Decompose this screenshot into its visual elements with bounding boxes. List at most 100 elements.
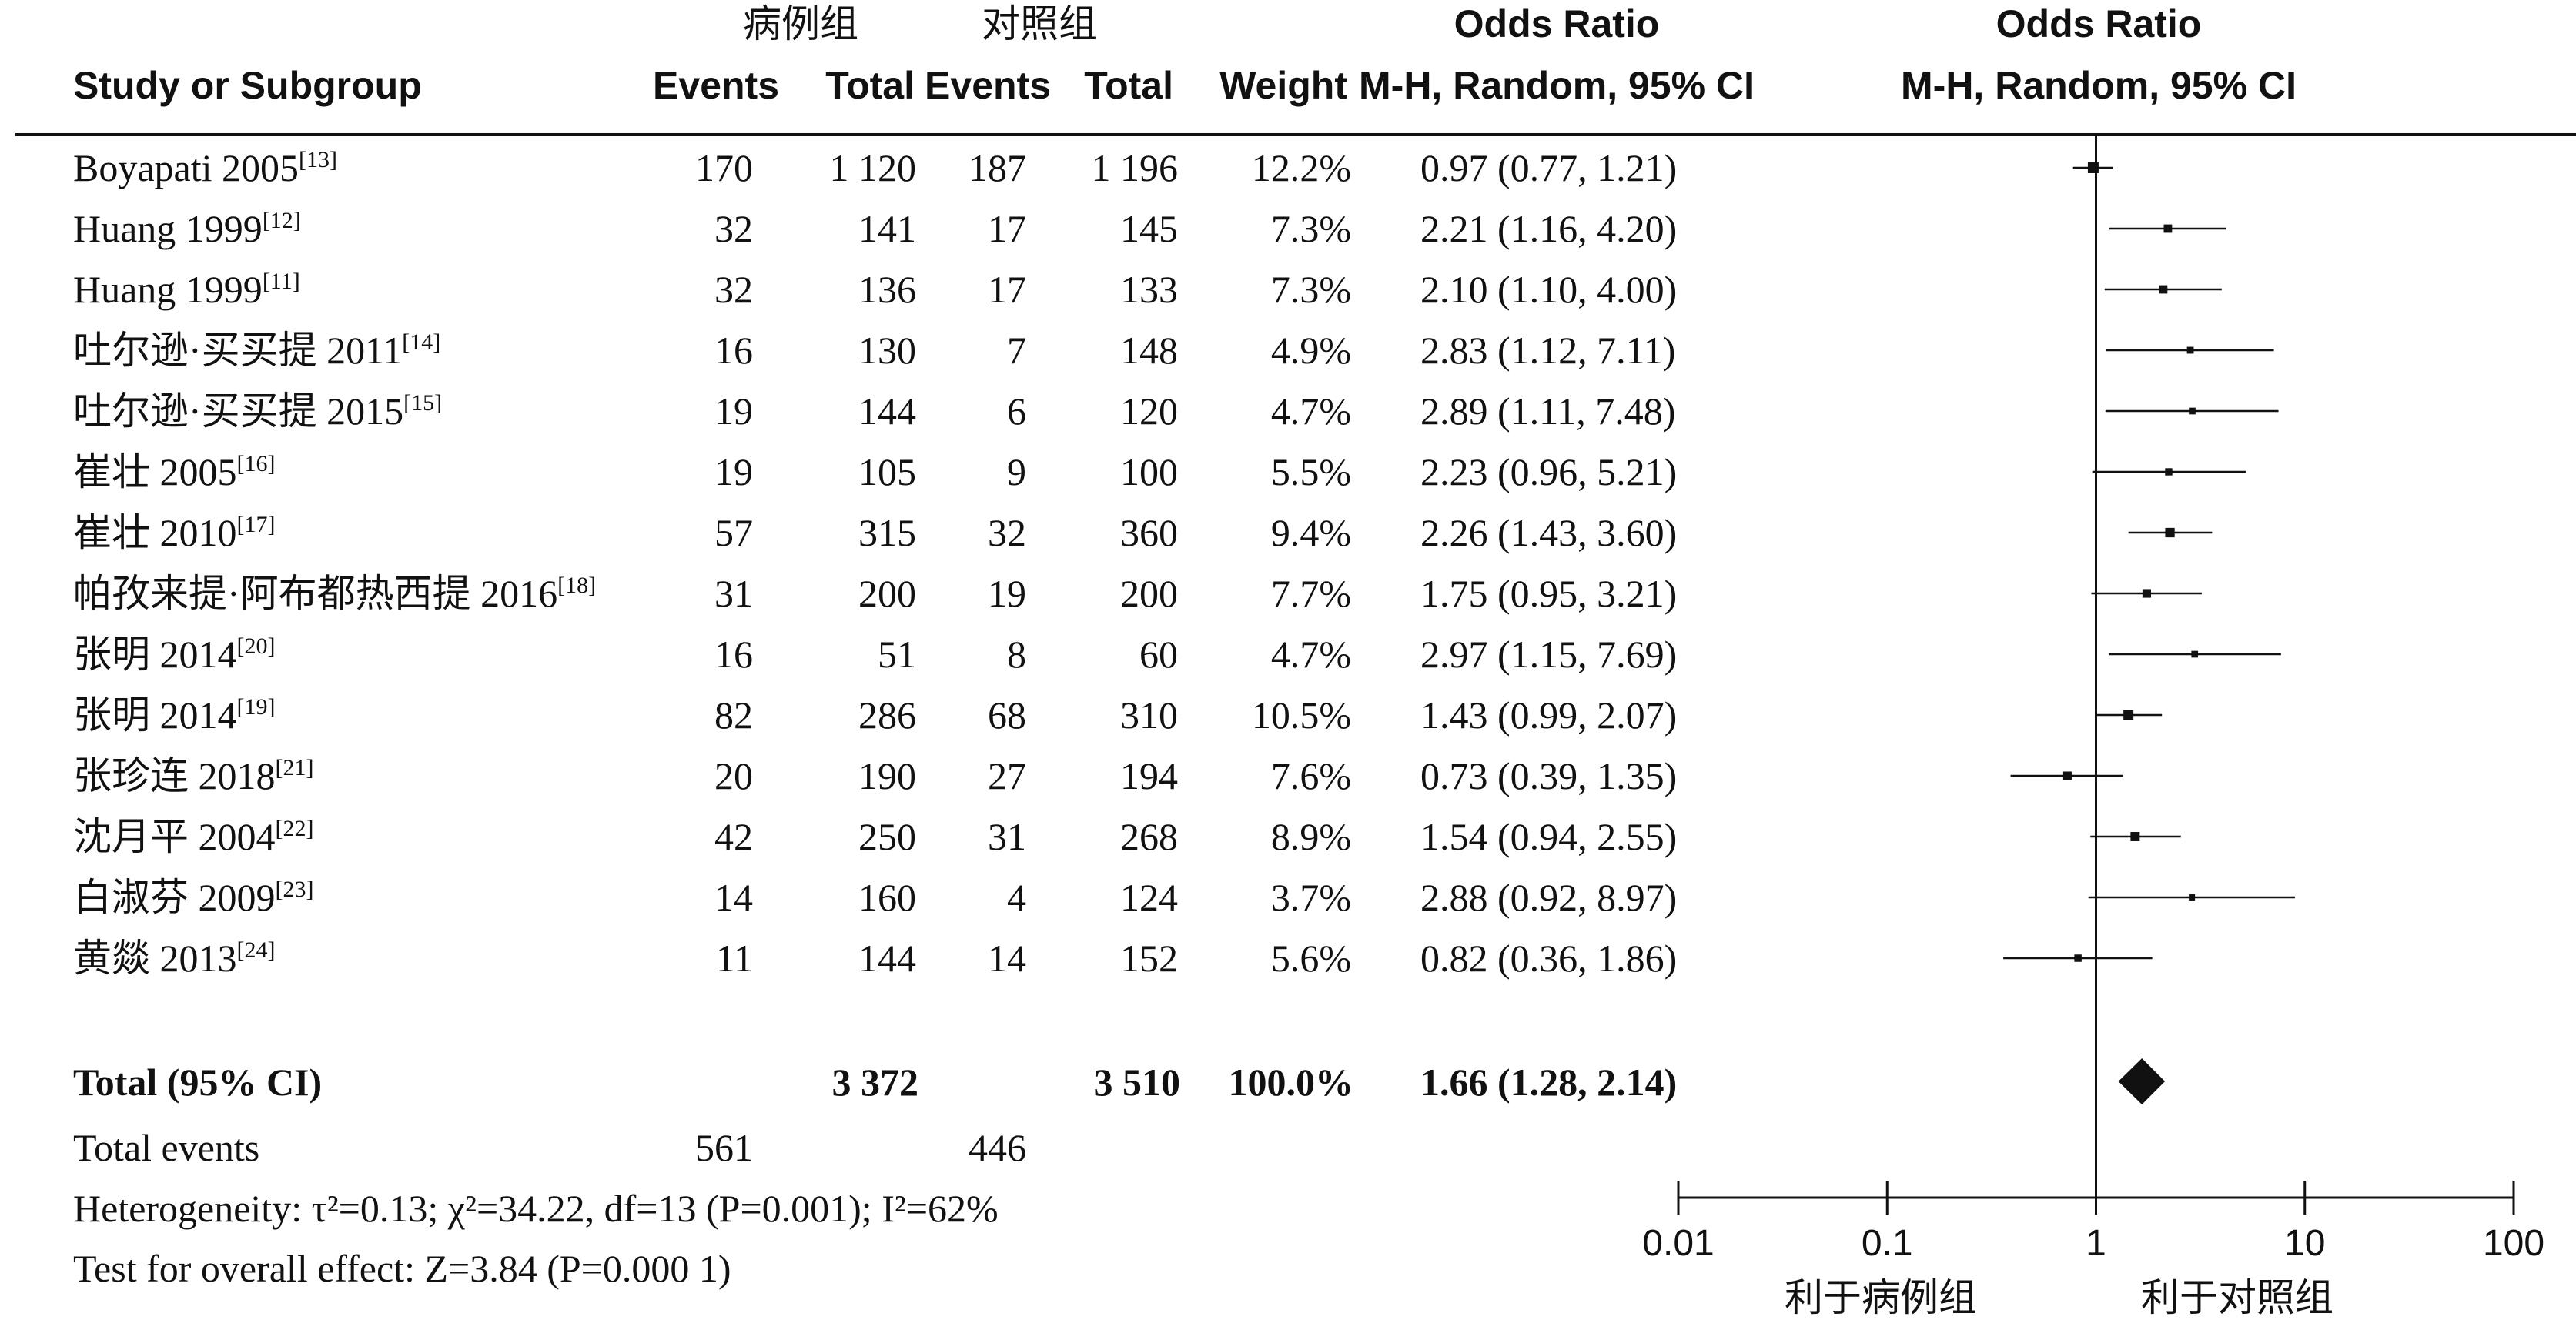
effect-square — [2163, 224, 2173, 233]
study-name: 帕孜来提·阿布都热西提 2016[18] — [73, 572, 596, 615]
header-case-group: 病例组 — [743, 2, 858, 46]
case-total: 105 — [858, 450, 916, 493]
control-total: 360 — [1120, 511, 1178, 554]
weight: 4.7% — [1271, 389, 1351, 433]
pooled-diamond — [2118, 1058, 2166, 1104]
study-name: 吐尔逊·买买提 2011[14] — [73, 329, 440, 372]
effect-square — [2062, 771, 2072, 780]
control-events: 17 — [988, 207, 1026, 250]
effect-square — [2142, 589, 2151, 598]
study-ref: [14] — [402, 329, 440, 355]
effect-square — [2186, 346, 2194, 354]
weight: 7.7% — [1271, 572, 1351, 615]
control-total: 148 — [1120, 329, 1178, 372]
control-events: 31 — [988, 815, 1026, 858]
control-events: 14 — [988, 937, 1026, 980]
total-label: Total (95% CI) — [73, 1061, 322, 1104]
weight: 7.3% — [1271, 207, 1351, 250]
control-total: 200 — [1120, 572, 1178, 615]
total-weight: 100.0% — [1229, 1061, 1354, 1104]
header-study: Study or Subgroup — [73, 64, 422, 107]
or-ci: 2.88 (0.92, 8.97) — [1420, 876, 1677, 919]
weight: 7.6% — [1271, 754, 1351, 797]
weight: 5.6% — [1271, 937, 1351, 980]
case-total: 136 — [858, 268, 916, 311]
weight: 4.9% — [1271, 329, 1351, 372]
or-ci: 1.43 (0.99, 2.07) — [1420, 693, 1677, 737]
header-control-events: Events — [925, 64, 1051, 107]
weight: 7.3% — [1271, 268, 1351, 311]
control-events: 9 — [1007, 450, 1026, 493]
case-total: 200 — [858, 572, 916, 615]
or-ci: 2.10 (1.10, 4.00) — [1420, 268, 1677, 311]
or-ci: 0.97 (0.77, 1.21) — [1420, 146, 1677, 189]
x-tick-label: 1 — [2086, 1223, 2106, 1264]
header-control-total: Total — [1084, 64, 1173, 107]
case-total: 250 — [858, 815, 916, 858]
total-case: 3 372 — [832, 1061, 919, 1104]
case-total: 144 — [858, 389, 916, 433]
or-ci: 2.83 (1.12, 7.11) — [1420, 329, 1675, 372]
control-total: 124 — [1120, 876, 1178, 919]
total-events-case: 561 — [695, 1126, 753, 1169]
control-events: 6 — [1007, 389, 1026, 433]
control-events: 4 — [1007, 876, 1026, 919]
effect-square — [2074, 954, 2082, 962]
case-total: 141 — [858, 207, 916, 250]
case-total: 130 — [858, 329, 916, 372]
header-case-events: Events — [653, 64, 779, 107]
effect-square — [2191, 650, 2199, 658]
x-tick-label: 10 — [2284, 1223, 2325, 1264]
control-events: 68 — [988, 693, 1026, 737]
weight: 3.7% — [1271, 876, 1351, 919]
study-ref: [23] — [276, 877, 314, 902]
header-method-table: M-H, Random, 95% CI — [1359, 64, 1755, 107]
favours-control-label: 利于对照组 — [2141, 1275, 2333, 1320]
or-ci: 1.75 (0.95, 3.21) — [1420, 572, 1677, 615]
study-name: 崔壮 2010[17] — [73, 511, 275, 554]
heterogeneity-text: Heterogeneity: τ²=0.13; χ²=34.22, df=13 … — [73, 1187, 999, 1230]
control-total: 133 — [1120, 268, 1178, 311]
control-total: 100 — [1120, 450, 1178, 493]
study-ref: [22] — [276, 816, 314, 841]
study-ref: [16] — [237, 451, 276, 476]
control-events: 17 — [988, 268, 1026, 311]
case-events: 19 — [714, 450, 753, 493]
study-ref: [12] — [263, 208, 301, 233]
control-events: 32 — [988, 511, 1026, 554]
header-odds-ratio-plot: Odds Ratio — [1996, 2, 2202, 45]
study-name: Huang 1999[12] — [73, 207, 301, 250]
case-events: 16 — [714, 633, 753, 676]
or-ci: 0.82 (0.36, 1.86) — [1420, 937, 1677, 980]
or-ci: 2.21 (1.16, 4.20) — [1420, 207, 1677, 250]
study-ref: [19] — [237, 694, 276, 720]
study-ref: [15] — [403, 390, 442, 416]
study-name: 白淑芬 2009[23] — [73, 876, 313, 919]
study-rows: Boyapati 2005[13] 170 1 120 187 1 196 12.2% 0.… — [73, 146, 1677, 980]
case-events: 82 — [714, 693, 753, 737]
case-events: 16 — [714, 329, 753, 372]
case-events: 14 — [714, 876, 753, 919]
weight: 4.7% — [1271, 633, 1351, 676]
study-name: Boyapati 2005[13] — [73, 146, 337, 189]
case-events: 32 — [714, 207, 753, 250]
study-name: 崔壮 2005[16] — [73, 450, 275, 493]
total-control: 3 510 — [1094, 1061, 1181, 1104]
study-name: 黄燚 2013[24] — [73, 937, 275, 980]
x-tick-label: 0.01 — [1642, 1223, 1714, 1264]
header-control-group: 对照组 — [982, 2, 1097, 46]
weight: 8.9% — [1271, 815, 1351, 858]
control-events: 187 — [969, 146, 1026, 189]
case-events: 11 — [716, 937, 753, 980]
study-name: 吐尔逊·买买提 2015[15] — [73, 389, 442, 433]
weight: 9.4% — [1271, 511, 1351, 554]
control-total: 152 — [1120, 937, 1178, 980]
effect-square — [2123, 710, 2134, 720]
case-total: 286 — [858, 693, 916, 737]
case-total: 51 — [878, 633, 916, 676]
case-events: 20 — [714, 754, 753, 797]
case-events: 42 — [714, 815, 753, 858]
control-total: 268 — [1120, 815, 1178, 858]
total-events-control: 446 — [969, 1126, 1026, 1169]
x-tick-label: 100 — [2483, 1223, 2544, 1264]
